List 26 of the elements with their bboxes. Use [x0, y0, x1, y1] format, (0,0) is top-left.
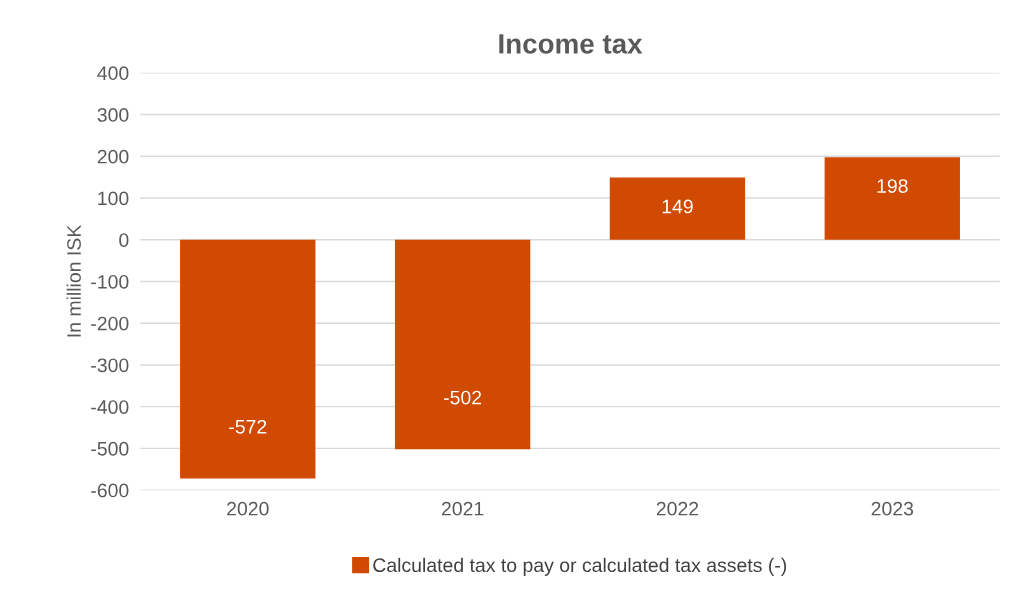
- bar: [609, 177, 746, 240]
- y-tick-label: 400: [97, 66, 129, 81]
- y-tick-label: 300: [97, 108, 129, 122]
- y-tick-label: 100: [98, 191, 129, 206]
- data-label: 149: [662, 199, 693, 214]
- y-tick-label: -500: [91, 441, 129, 456]
- y-tick-label: 0: [119, 233, 129, 247]
- data-label: -572: [229, 419, 267, 434]
- x-tick-label: 2022: [656, 501, 699, 516]
- bar: [180, 239, 316, 479]
- data-label: 198: [877, 179, 908, 193]
- y-tick-label: -200: [91, 316, 129, 331]
- data-label: -502: [444, 390, 482, 405]
- x-tick-label: 2023: [871, 501, 914, 516]
- chart-title: Income tax: [499, 34, 643, 54]
- y-tick-label: -400: [91, 400, 129, 414]
- y-tick-label: -300: [91, 358, 129, 373]
- bar: [394, 239, 531, 450]
- x-tick-label: 2021: [441, 501, 484, 516]
- y-tick-label: 200: [97, 149, 129, 164]
- legend-label: Calculated tax to pay or calculated tax assets (-): [373, 557, 787, 576]
- y-tick-label: -100: [91, 274, 129, 289]
- bar: [824, 157, 960, 240]
- x-tick-label: 2020: [227, 501, 269, 516]
- y-tick-label: -600: [91, 483, 129, 498]
- y-axis-title: In million ISK: [66, 224, 81, 337]
